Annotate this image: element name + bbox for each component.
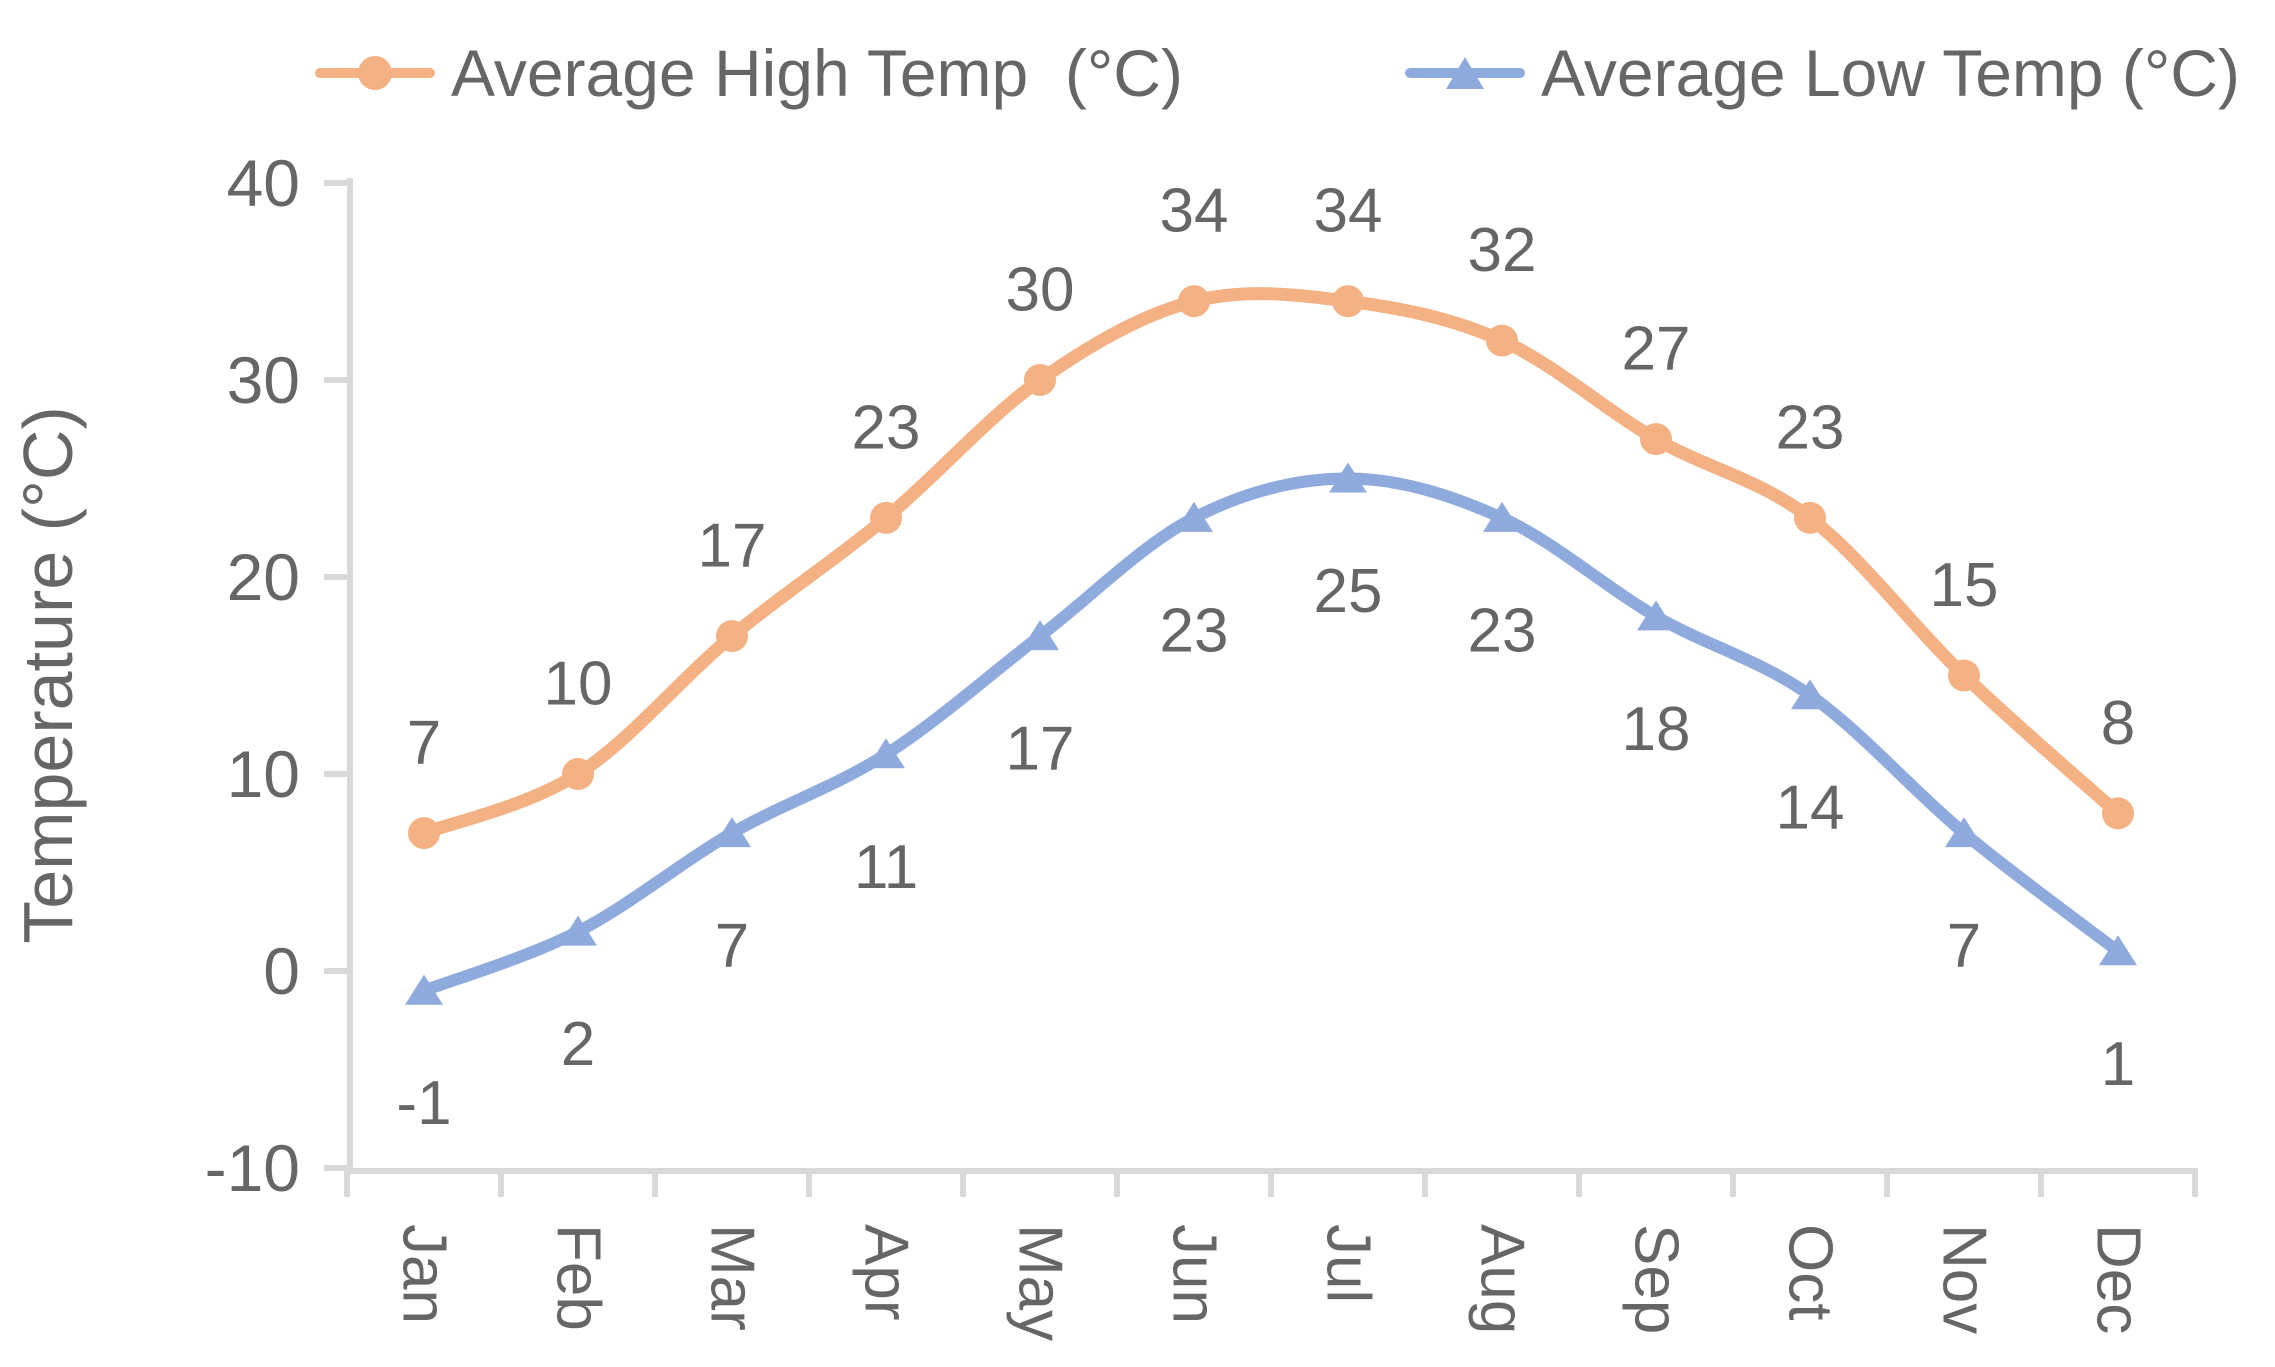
data-point-low-Jun: [1175, 501, 1213, 532]
data-label-high-Oct: 23: [1776, 393, 1845, 462]
legend-label: Average High Temp (°C): [451, 35, 1183, 110]
data-label-high-Aug: 32: [1468, 216, 1537, 285]
data-point-low-Mar: [713, 817, 751, 848]
data-point-low-Apr: [867, 738, 905, 769]
high-series-line: [417, 287, 2125, 840]
month-label-Jun: Jun: [1160, 1224, 1229, 1324]
data-point-low-Jul: [1329, 462, 1367, 493]
data-point-low-Feb: [559, 915, 597, 946]
x-axis: Jan Feb Mar Apr May Jun Jul Aug Sep Oct Nov Dec: [344, 1168, 2198, 1341]
data-point-high-Jan: [408, 817, 440, 850]
data-point-high-Jun: [1178, 285, 1210, 318]
data-label-low-Apr: 11: [854, 833, 918, 902]
data-label-high-Nov: 15: [1930, 551, 1999, 620]
y-tick-label-10: 10: [227, 737, 300, 811]
data-label-low-Jan: -1: [396, 1069, 451, 1138]
data-label-low-Aug: 23: [1468, 596, 1537, 665]
data-point-high-Dec: [2102, 797, 2134, 830]
data-label-low-Dec: 1: [2101, 1030, 2135, 1099]
data-label-low-May: 17: [1006, 715, 1075, 784]
data-label-low-Mar: 7: [715, 912, 749, 981]
data-label-high-Dec: 8: [2101, 689, 2135, 758]
data-label-low-Nov: 7: [1947, 912, 1981, 981]
y-tick-label--10: -10: [205, 1131, 300, 1205]
month-label-Aug: Aug: [1468, 1224, 1537, 1334]
data-point-high-Aug: [1486, 324, 1518, 357]
legend-item-low: Average Low Temp (°C): [1405, 0, 2240, 145]
data-label-high-Jul: 34: [1314, 177, 1383, 246]
legend-item-high: Average High Temp (°C): [315, 0, 1183, 145]
legend: Average High Temp (°C) Average Low Temp (…: [0, 0, 2275, 145]
data-label-high-Apr: 23: [852, 393, 921, 462]
data-point-high-Mar: [716, 620, 748, 653]
data-label-high-Feb: 10: [544, 650, 613, 719]
month-label-Jan: Jan: [390, 1224, 459, 1324]
low-series-line: [418, 472, 2124, 997]
data-point-low-Jan: [405, 974, 443, 1005]
data-point-low-Aug: [1483, 501, 1521, 532]
data-point-high-May: [1024, 364, 1056, 396]
data-point-high-Feb: [562, 758, 594, 790]
y-axis: 40 30 20 10 0 -10: [205, 146, 353, 1205]
data-point-low-Dec: [2099, 935, 2137, 966]
data-point-high-Apr: [870, 501, 902, 534]
month-label-Sep: Sep: [1622, 1224, 1691, 1334]
data-label-high-May: 30: [1006, 256, 1075, 325]
data-label-high-Jan: 7: [407, 709, 441, 778]
data-point-low-May: [1021, 620, 1059, 651]
data-point-low-Sep: [1637, 600, 1675, 631]
data-point-low-Nov: [1945, 817, 1983, 848]
circle-marker-icon: [358, 55, 392, 90]
data-point-high-Jul: [1332, 285, 1364, 318]
month-label-Mar: Mar: [698, 1224, 767, 1331]
month-label-Feb: Feb: [544, 1224, 613, 1331]
legend-swatch: [1405, 53, 1525, 93]
month-label-May: May: [1006, 1224, 1075, 1341]
month-label-Apr: Apr: [852, 1224, 921, 1320]
y-tick-label-0: 0: [263, 934, 300, 1008]
data-label-high-Sep: 27: [1622, 315, 1691, 384]
data-point-low-Oct: [1791, 679, 1829, 710]
month-label-Nov: Nov: [1930, 1224, 1999, 1334]
legend-label: Average Low Temp (°C): [1541, 35, 2240, 110]
data-label-low-Feb: 2: [561, 1010, 595, 1079]
month-label-Oct: Oct: [1776, 1224, 1845, 1320]
data-label-high-Mar: 17: [698, 512, 767, 581]
data-label-high-Jun: 34: [1160, 177, 1229, 246]
data-label-low-Sep: 18: [1622, 695, 1691, 764]
data-label-low-Jul: 25: [1314, 557, 1383, 626]
data-point-high-Nov: [1948, 659, 1980, 692]
y-tick-label-40: 40: [227, 146, 300, 220]
series-markers: [405, 285, 2137, 1005]
data-label-low-Oct: 14: [1776, 774, 1845, 843]
data-point-high-Oct: [1794, 501, 1826, 534]
y-axis-title: Temperature (°C): [9, 406, 87, 944]
data-label-low-Jun: 23: [1160, 596, 1229, 665]
y-tick-label-20: 20: [227, 540, 300, 614]
y-tick-label-30: 30: [227, 343, 300, 417]
month-label-Jul: Jul: [1314, 1224, 1383, 1303]
month-label-Dec: Dec: [2084, 1224, 2153, 1334]
series-lines: [417, 287, 2125, 997]
triangle-marker-icon: [1446, 56, 1484, 89]
data-point-high-Sep: [1640, 423, 1672, 456]
legend-swatch: [315, 53, 435, 93]
